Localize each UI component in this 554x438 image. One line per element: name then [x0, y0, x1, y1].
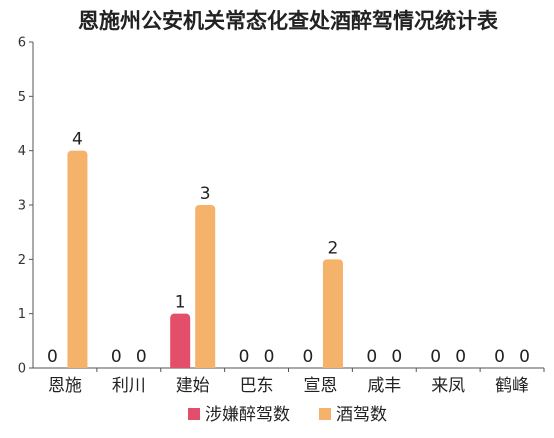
data-label: 0 — [239, 347, 250, 367]
bar — [322, 259, 343, 368]
x-tick-label: 巴东 — [240, 376, 274, 396]
y-tick-label: 3 — [18, 199, 26, 214]
bar — [170, 313, 191, 368]
bar-base — [170, 363, 191, 368]
bar-base — [67, 363, 88, 368]
legend: 涉嫌醉驾数 酒驾数 — [188, 405, 387, 425]
x-tick-label: 来凤 — [431, 376, 465, 396]
data-label: 0 — [430, 347, 441, 367]
data-label: 2 — [328, 238, 339, 258]
y-tick-label: 6 — [18, 36, 26, 51]
data-label: 0 — [303, 347, 314, 367]
data-label: 0 — [391, 347, 402, 367]
data-label: 0 — [519, 347, 530, 367]
bar-base — [195, 363, 216, 368]
x-tick-label: 宣恩 — [303, 376, 337, 396]
x-tick-label: 咸丰 — [367, 376, 401, 396]
x-tick-label: 建始 — [176, 376, 210, 396]
data-label: 0 — [494, 347, 505, 367]
y-tick-label: 4 — [18, 144, 26, 159]
data-label: 0 — [136, 347, 147, 367]
y-tick-label: 5 — [18, 90, 26, 105]
x-tick-label: 利川 — [112, 376, 146, 396]
chart-title: 恩施州公安机关常态化查处酒醉驾情况统计表 — [78, 9, 499, 33]
data-label: 1 — [175, 293, 186, 313]
x-tick-label: 恩施 — [48, 376, 82, 396]
legend-label: 涉嫌醉驾数 — [205, 405, 290, 425]
bar — [195, 205, 216, 368]
legend-label: 酒驾数 — [336, 405, 387, 425]
data-label: 0 — [366, 347, 377, 367]
bar — [67, 150, 88, 368]
y-tick-label: 2 — [18, 253, 26, 268]
data-label: 0 — [111, 347, 122, 367]
data-label: 3 — [200, 184, 211, 204]
y-tick-label: 1 — [18, 307, 26, 322]
data-label: 0 — [455, 347, 466, 367]
legend-swatch — [319, 408, 331, 420]
y-tick-label: 0 — [18, 362, 26, 377]
axes: 0 1 2 3 4 5 6 恩施 利川 建始 巴东 宣恩 咸丰 来凤 鹤峰 — [18, 36, 545, 396]
bar-base — [322, 363, 343, 368]
data-label: 4 — [72, 130, 83, 150]
bars — [67, 150, 343, 368]
legend-swatch — [188, 408, 200, 420]
data-label: 0 — [47, 347, 58, 367]
data-label: 0 — [264, 347, 275, 367]
x-tick-label: 鹤峰 — [495, 376, 529, 396]
